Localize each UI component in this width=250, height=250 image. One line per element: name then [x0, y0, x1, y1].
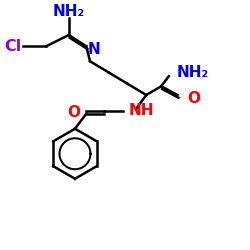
Text: O: O [68, 105, 81, 120]
Text: NH₂: NH₂ [53, 4, 85, 19]
Text: Cl: Cl [4, 39, 22, 54]
Text: NH: NH [129, 103, 154, 118]
Text: O: O [187, 91, 200, 106]
Text: NH₂: NH₂ [176, 65, 208, 80]
Text: N: N [88, 42, 100, 58]
